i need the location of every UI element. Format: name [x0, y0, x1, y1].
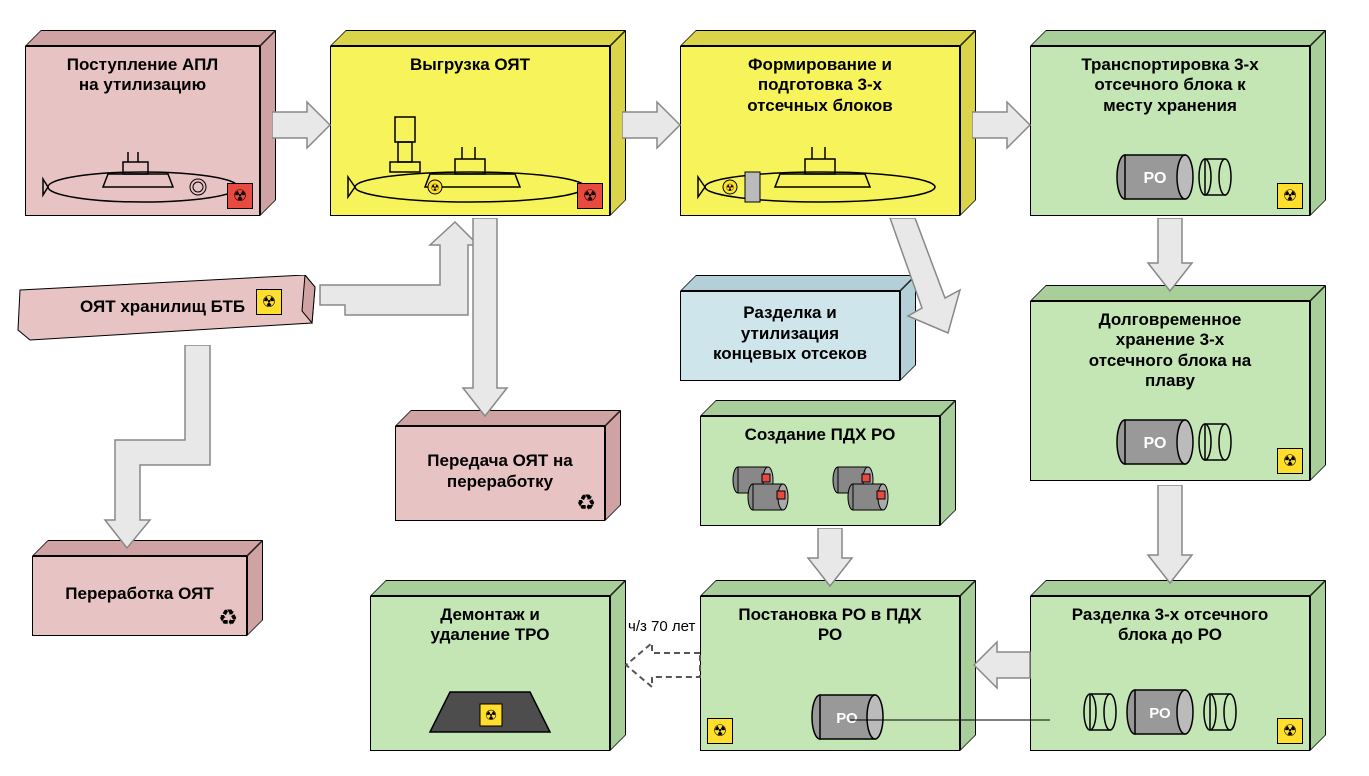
radiation-icon: ☢ [256, 289, 282, 315]
ro-cut-icon: РО [1060, 682, 1280, 742]
box-title: Долговременноехранение 3-хотсечного блок… [1089, 310, 1251, 392]
radiation-icon: ☢ [227, 183, 253, 209]
box-title: Постановка РО в ПДХРО [738, 605, 921, 646]
flowchart-canvas: Поступление АПЛна утилизацию ☢ Выгрузка … [0, 0, 1369, 776]
box-title: Транспортировка 3-хотсечного блока кмест… [1081, 55, 1258, 116]
box-title: Формирование иподготовка 3-хотсечных бло… [747, 55, 893, 116]
arrow-b12-b11 [622, 635, 702, 695]
arrow-b5-b10 [95, 345, 215, 550]
svg-text:☢: ☢ [485, 707, 498, 723]
ro-single-icon: РО [740, 682, 920, 742]
ro-group-icon [720, 457, 920, 517]
arrow-b7-b13 [1140, 485, 1200, 585]
box-snf-storage-btb: ОЯТ хранилищ БТБ ☢ [10, 275, 320, 350]
annotation-70years: ч/з 70 лет [628, 618, 695, 635]
arrow-b3-b4 [972, 100, 1032, 150]
box-title: ОЯТ хранилищ БТБ [80, 297, 245, 317]
radiation-icon: ☢ [577, 183, 603, 209]
svg-text:☢: ☢ [726, 183, 735, 194]
arrow-b2-b3 [622, 100, 682, 150]
radiation-icon: ☢ [1277, 718, 1303, 744]
box-title: Поступление АПЛна утилизацию [67, 55, 218, 96]
svg-text:РО: РО [1149, 705, 1171, 722]
ro-block-icon: РО [1080, 147, 1260, 207]
arrow-b2-b8 [455, 218, 515, 418]
submarine-unload-icon: ☢ [340, 107, 600, 207]
ro-block-icon: РО [1080, 412, 1260, 472]
radiation-icon: ☢ [1277, 183, 1303, 209]
recycle-icon: ♻ [218, 605, 238, 631]
arrow-b13-b12 [972, 640, 1032, 690]
box-title: Разделка иутилизацияконцевых отсеков [713, 303, 867, 364]
box-title: Демонтаж иудаление ТРО [431, 605, 550, 646]
arrow-b9-b12 [800, 528, 860, 588]
arrow-b1-b2 [272, 100, 332, 150]
svg-text:☢: ☢ [431, 183, 440, 194]
box-title: Разделка 3-х отсечногоблока до РО [1072, 605, 1269, 646]
box-title: Выгрузка ОЯТ [410, 55, 530, 75]
submarine-cut-icon: ☢ [690, 137, 950, 207]
bunker-icon: ☢ [410, 672, 570, 742]
svg-text:РО: РО [1144, 170, 1167, 187]
submarine-icon [38, 137, 248, 207]
recycle-icon: ♻ [576, 490, 596, 516]
box-title: Переработка ОЯТ [65, 584, 213, 604]
box-title: Создание ПДХ РО [745, 425, 896, 445]
radiation-icon: ☢ [707, 718, 733, 744]
box-title: Передача ОЯТ напереработку [427, 451, 572, 492]
arrow-b4-b7 [1140, 218, 1200, 293]
svg-text:РО: РО [1144, 435, 1167, 452]
arrow-b3-b6 [870, 218, 970, 338]
line-b12-b13 [850, 715, 1050, 725]
radiation-icon: ☢ [1277, 448, 1303, 474]
